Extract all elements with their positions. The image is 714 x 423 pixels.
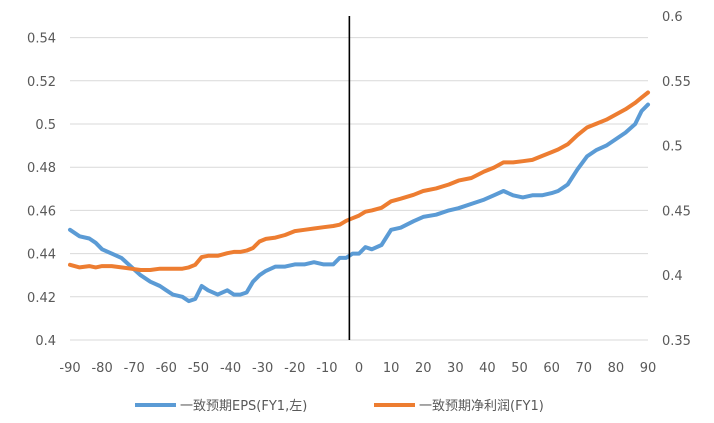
x-tick-label: -10 [316,361,337,376]
x-tick-label: 0 [355,361,363,376]
x-tick-label: -20 [284,361,305,376]
right-tick-label: 0.45 [662,204,691,219]
legend-item-profit: 一致预期净利润(FY1) [374,399,544,414]
right-axis-ticks: 0.35 0.4 0.45 0.5 0.55 0.6 [662,10,691,349]
left-tick-label: 0.5 [35,118,56,133]
x-tick-label: -40 [220,361,241,376]
x-tick-label: -30 [252,361,273,376]
x-tick-label: -90 [59,361,80,376]
x-tick-label: 80 [608,361,625,376]
x-tick-label: 70 [576,361,593,376]
x-tick-label: 10 [383,361,400,376]
series-line-eps [68,102,650,304]
right-tick-label: 0.6 [662,10,683,25]
legend: 一致预期EPS(FY1,左) 一致预期净利润(FY1) [135,399,544,414]
x-tick-label: -80 [91,361,112,376]
left-tick-label: 0.4 [35,334,56,349]
left-tick-label: 0.54 [27,32,56,47]
x-axis-ticks: -90 -80 -70 -60 -50 -40 -30 -20 -10 0 10 20 30 40 50 60… [59,361,656,376]
left-tick-label: 0.52 [27,75,56,90]
x-tick-label: -60 [156,361,177,376]
x-tick-label: 50 [511,361,528,376]
x-tick-label: -70 [124,361,145,376]
left-tick-label: 0.42 [27,291,56,306]
legend-label-eps: 一致预期EPS(FY1,左) [180,399,307,414]
x-tick-label: 30 [447,361,464,376]
series-line-profit [68,90,650,272]
x-tick-label: -50 [188,361,209,376]
left-tick-label: 0.44 [27,248,56,263]
legend-label-profit: 一致预期净利润(FY1) [419,399,544,414]
right-tick-label: 0.35 [662,334,691,349]
right-tick-label: 0.4 [662,269,683,284]
right-tick-label: 0.55 [662,75,691,90]
right-tick-label: 0.5 [662,140,683,155]
series-lines [68,90,650,304]
x-tick-label: 20 [415,361,432,376]
x-tick-label: 90 [640,361,657,376]
legend-item-eps: 一致预期EPS(FY1,左) [135,399,307,414]
left-axis-ticks: 0.4 0.42 0.44 0.46 0.48 0.5 0.52 0.54 [27,32,56,349]
x-tick-label: 40 [479,361,496,376]
left-tick-label: 0.46 [27,204,56,219]
x-tick-label: 60 [543,361,560,376]
left-tick-label: 0.48 [27,161,56,176]
